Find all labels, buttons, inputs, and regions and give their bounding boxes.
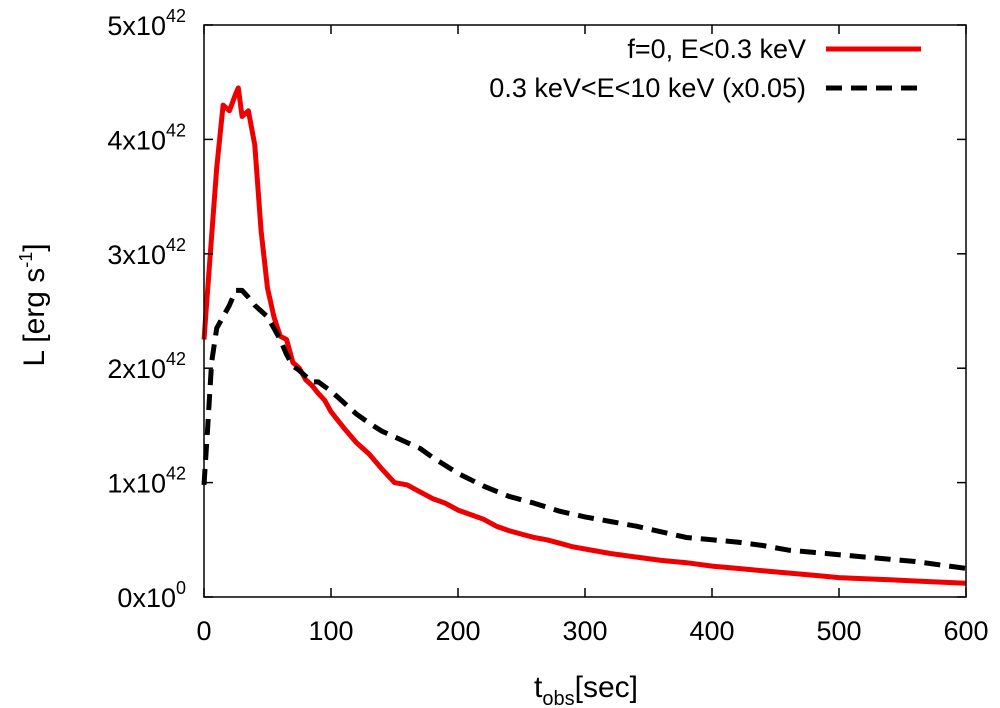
x-tick-label: 100: [308, 616, 353, 646]
x-tick-label: 300: [562, 616, 607, 646]
legend-label-soft: f=0, E<0.3 keV: [627, 34, 806, 64]
x-tick-label: 600: [943, 616, 988, 646]
x-tick-label: 0: [196, 616, 211, 646]
series-layer: [201, 85, 967, 586]
plot-frame: [203, 24, 967, 598]
y-axis-label: L [erg s-1]: [16, 243, 51, 366]
series-line-soft: [201, 85, 967, 586]
legend-label-hard: 0.3 keV<E<10 keV (x0.05): [489, 73, 806, 103]
y-tick-label: 5x1042: [107, 6, 186, 41]
y-tick-label: 1x1042: [107, 464, 186, 499]
y-tick-label: 2x1042: [107, 349, 186, 384]
legend: f=0, E<0.3 keV 0.3 keV<E<10 keV (x0.05): [489, 34, 921, 103]
x-tick-label: 400: [689, 616, 734, 646]
x-axis-label: tobs[sec]: [534, 671, 638, 708]
y-tick-label: 4x1042: [107, 120, 186, 155]
y-tick-label: 0x100: [117, 578, 186, 613]
x-tick-label: 500: [816, 616, 861, 646]
y-tick-label: 3x1042: [107, 235, 186, 270]
labels-layer: 0 100 200 300 400 500 600 0x100 1x1042 2x1042 3x10…: [107, 6, 988, 646]
x-tick-label: 200: [435, 616, 480, 646]
